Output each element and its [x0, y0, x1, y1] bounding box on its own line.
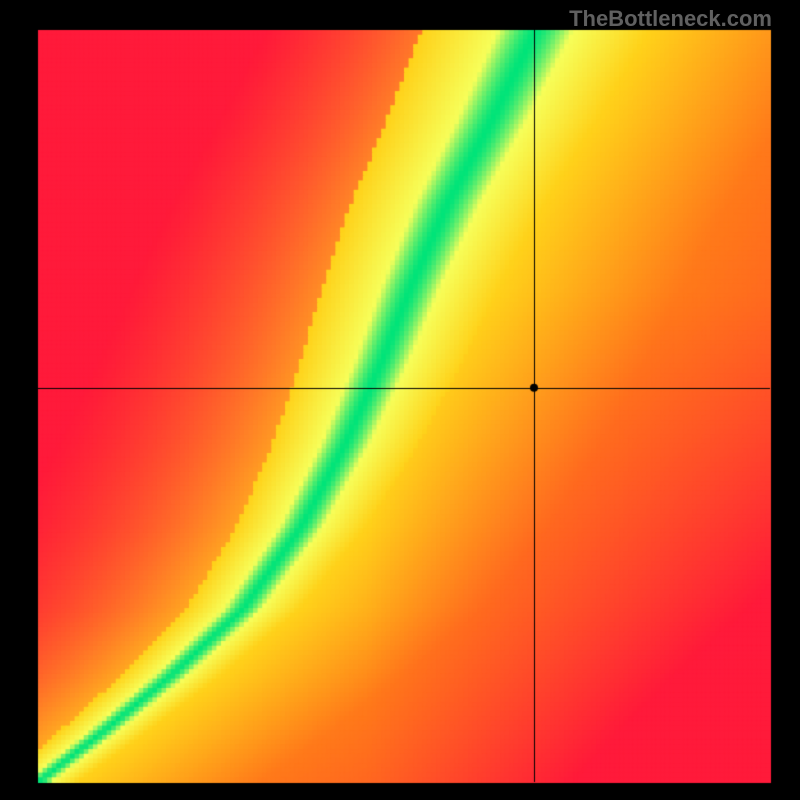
bottleneck-heatmap: [0, 0, 800, 800]
watermark-label: TheBottleneck.com: [569, 6, 772, 32]
chart-container: TheBottleneck.com: [0, 0, 800, 800]
